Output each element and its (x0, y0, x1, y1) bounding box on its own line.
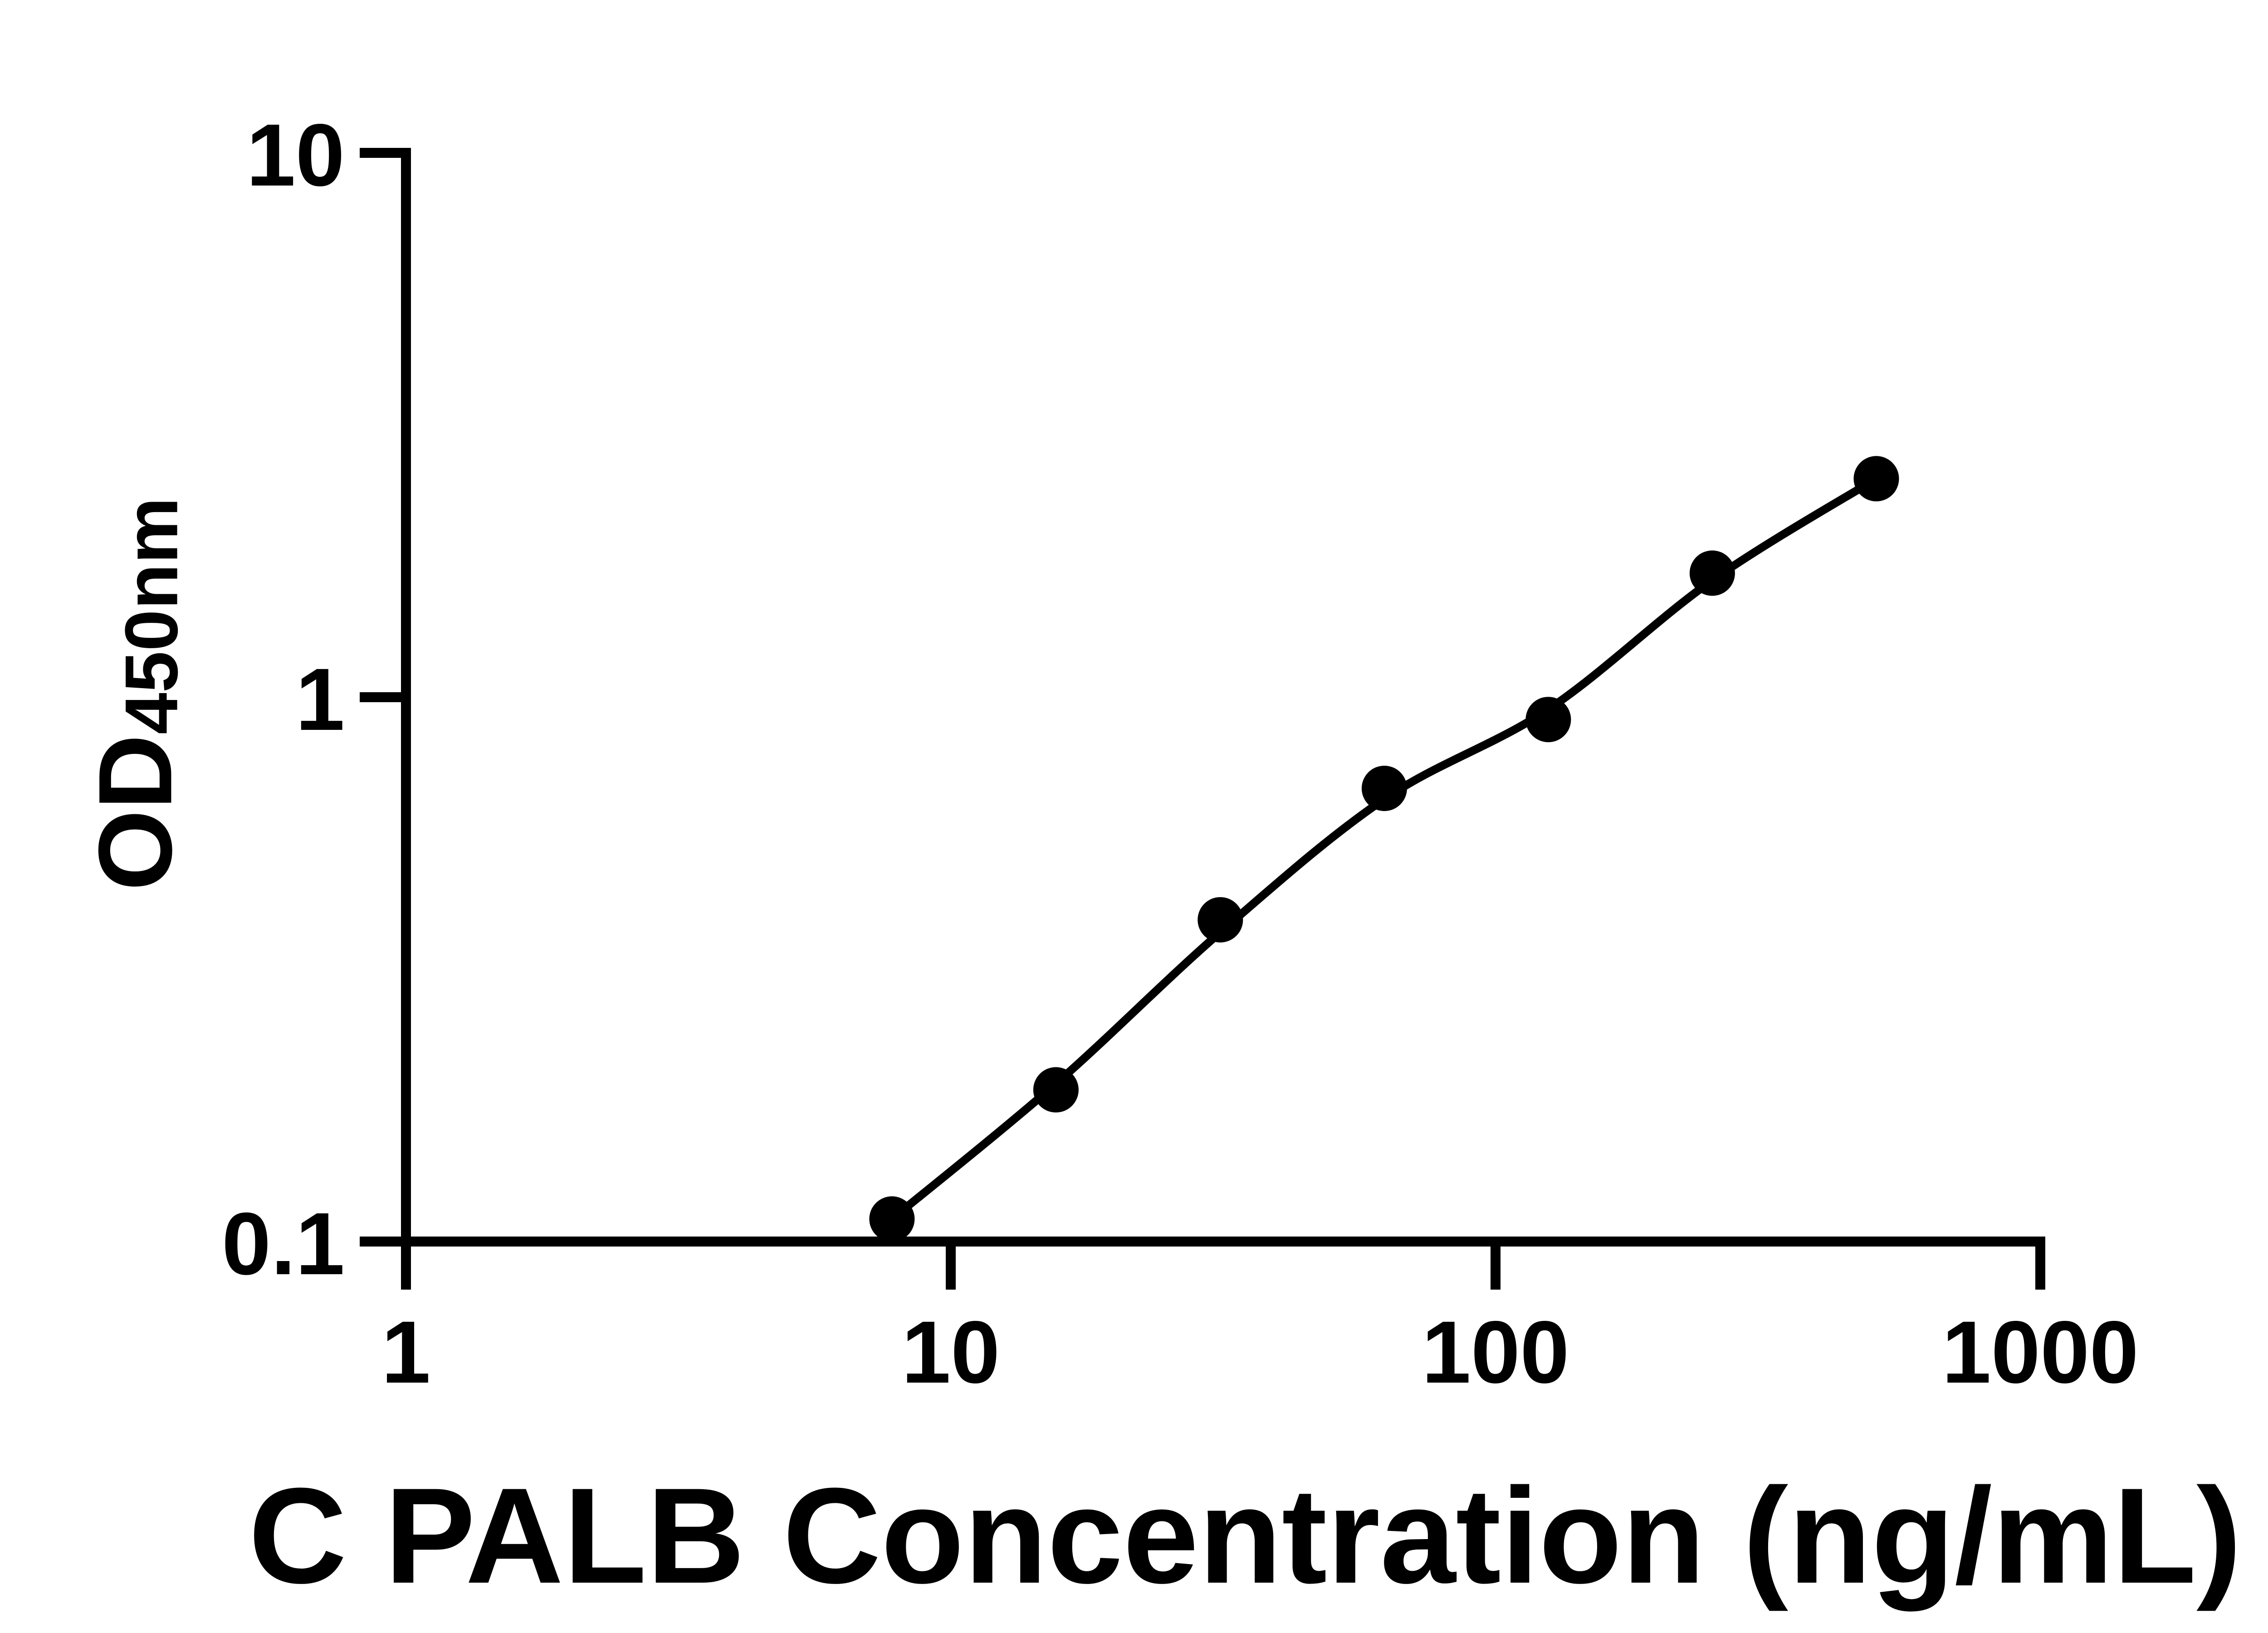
data-point-marker (1361, 766, 1407, 811)
data-point-marker (869, 1196, 915, 1242)
y-tick-label: 1 (296, 650, 345, 749)
data-point-marker (1853, 456, 1899, 502)
y-tick-label: 0.1 (222, 1194, 345, 1293)
x-tick-label: 1 (381, 1303, 430, 1402)
y-tick-label: 10 (246, 106, 345, 205)
x-tick-label: 10 (902, 1303, 1000, 1402)
x-tick-label: 1000 (1942, 1303, 2139, 1402)
y-axis-title-base: OD (77, 734, 194, 891)
data-point-marker (1689, 550, 1735, 596)
data-point-marker (1033, 1067, 1079, 1113)
x-tick-label: 100 (1422, 1303, 1569, 1402)
data-point-marker (1198, 897, 1243, 943)
data-point-marker (1525, 697, 1571, 743)
y-axis-title-subscript: 450nm (109, 497, 193, 734)
fit-curve (889, 475, 1879, 1222)
x-axis-title: C PALB Concentration (ng/mL) (248, 1459, 2242, 1612)
y-axis-title: OD450nm (77, 497, 193, 891)
